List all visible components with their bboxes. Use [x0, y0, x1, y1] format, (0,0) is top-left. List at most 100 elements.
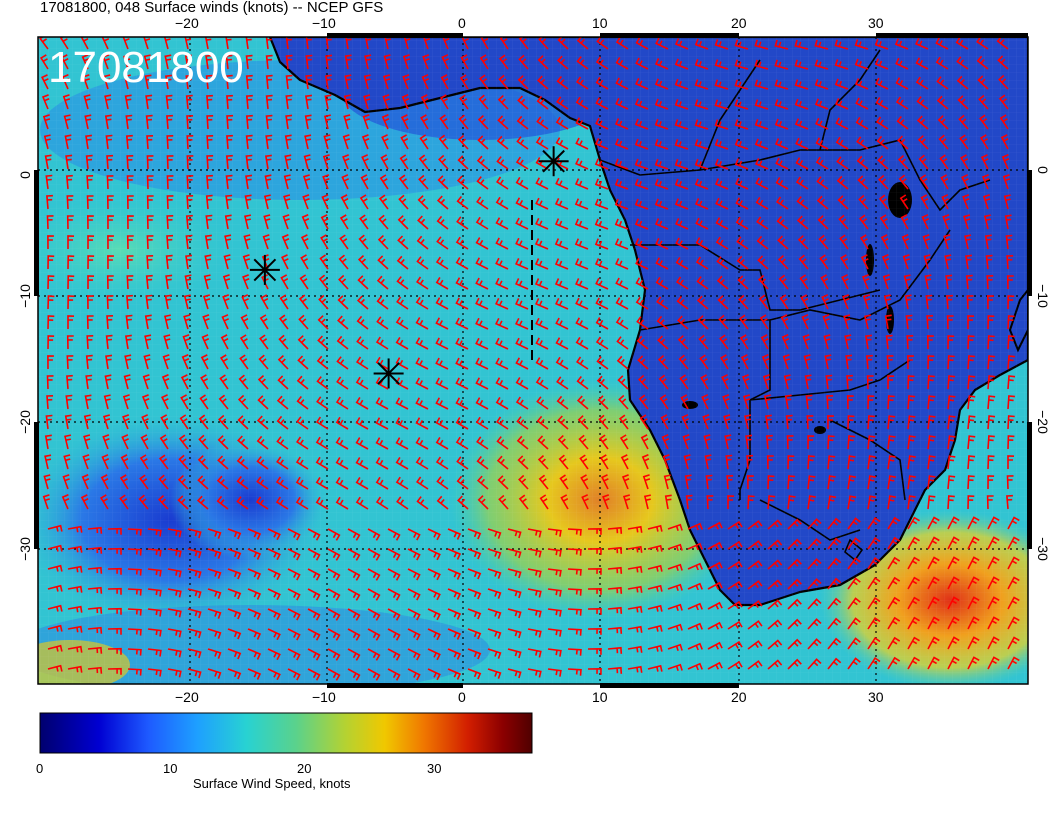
- wind-barb: [376, 296, 389, 310]
- wind-barb: [656, 315, 669, 330]
- wind-barb: [947, 556, 960, 570]
- wind-barb: [126, 175, 134, 190]
- right-tick-labels: 0 −10 −20 −30: [1035, 166, 1051, 561]
- wind-barb: [527, 608, 542, 618]
- wind-barb: [419, 134, 429, 150]
- wind-barb: [146, 175, 154, 190]
- wind-barb: [795, 176, 809, 190]
- wind-barb: [247, 628, 262, 640]
- wind-barb: [967, 355, 975, 370]
- wind-barb: [567, 648, 582, 656]
- wind-barb: [307, 568, 321, 581]
- wind-barb: [46, 215, 54, 230]
- wind-barb: [507, 568, 522, 579]
- wind-barb: [267, 668, 281, 681]
- wind-barb: [307, 648, 321, 661]
- wind-barb: [607, 666, 623, 674]
- wind-barb: [418, 174, 429, 190]
- wind-barb: [985, 254, 993, 270]
- wind-barb: [327, 668, 341, 681]
- wind-barb: [224, 234, 232, 250]
- wind-barb: [226, 114, 234, 130]
- wind-barb: [165, 274, 173, 290]
- wind-barb: [497, 115, 509, 130]
- wind-barb: [675, 218, 689, 230]
- wind-barb: [124, 334, 132, 350]
- wind-barb: [796, 196, 809, 210]
- wind-barb: [498, 494, 509, 510]
- wind-barb: [256, 456, 269, 470]
- wind-barb: [376, 275, 389, 290]
- wind-barb: [794, 39, 809, 50]
- right-tick-1: −10: [1035, 284, 1051, 308]
- wind-barb: [559, 474, 569, 490]
- wind-barb: [907, 435, 916, 450]
- wind-barb: [554, 258, 569, 270]
- wind-barb: [125, 134, 133, 150]
- wind-barb: [827, 657, 842, 670]
- wind-barb: [120, 454, 129, 470]
- wind-barb: [864, 314, 872, 330]
- wind-barb: [921, 214, 930, 230]
- wind-barb: [395, 417, 409, 430]
- wind-barb: [642, 474, 651, 490]
- wind-barb: [967, 495, 975, 510]
- wind-barb: [1007, 516, 1020, 530]
- wind-barb: [835, 117, 849, 130]
- wind-barb: [739, 334, 749, 350]
- wind-barb: [185, 254, 193, 270]
- wind-barb: [206, 155, 214, 170]
- wind-barb: [982, 194, 991, 210]
- wind-barb: [187, 588, 202, 599]
- wind-barb: [257, 395, 269, 410]
- wind-barb: [938, 134, 949, 150]
- wind-barb: [765, 434, 773, 450]
- wind-barb: [764, 414, 772, 430]
- storm-marker-asterisk-1: [538, 146, 569, 177]
- wind-barb: [247, 568, 262, 580]
- left-tick-2: −20: [17, 410, 33, 434]
- wind-barb: [597, 395, 609, 410]
- wind-barb: [125, 114, 133, 130]
- wind-barb: [398, 194, 409, 210]
- wind-barb: [245, 174, 253, 190]
- wind-barb: [515, 197, 529, 210]
- wind-barb: [199, 394, 209, 410]
- wind-barb: [639, 414, 649, 430]
- wind-barb: [714, 79, 729, 90]
- wind-barb: [415, 276, 429, 290]
- wind-barb: [376, 316, 389, 330]
- wind-barb: [39, 37, 49, 50]
- wind-barb: [197, 455, 209, 470]
- wind-barb: [618, 394, 629, 410]
- wind-barb: [516, 435, 529, 450]
- wind-barb: [987, 455, 995, 470]
- wind-barb: [967, 656, 980, 670]
- wind-barb: [883, 294, 891, 310]
- wind-barb: [367, 568, 381, 581]
- wind-barb: [415, 456, 429, 470]
- wind-barb: [661, 434, 670, 450]
- bottom-tick-0: −20: [175, 689, 199, 705]
- wind-barb: [567, 628, 582, 636]
- wind-barb: [402, 54, 411, 70]
- wind-barb: [855, 97, 869, 110]
- wind-barb: [99, 494, 109, 510]
- wind-barb: [247, 608, 262, 620]
- wind-barb: [627, 665, 643, 673]
- wind-barb: [537, 435, 549, 450]
- wind-barb: [567, 608, 582, 616]
- wind-barb: [754, 138, 769, 150]
- wind-barb: [1006, 255, 1014, 270]
- wind-barb: [475, 397, 489, 410]
- wind-barb: [807, 455, 815, 470]
- wind-barb: [403, 37, 411, 50]
- bottom-tick-4: 20: [731, 689, 747, 705]
- wind-barb: [47, 624, 63, 632]
- wind-barb: [43, 134, 51, 150]
- wind-barb: [264, 154, 272, 170]
- wind-barb: [142, 374, 151, 390]
- wind-barb: [595, 336, 609, 350]
- wind-barb: [987, 395, 996, 410]
- wind-barb: [547, 588, 562, 597]
